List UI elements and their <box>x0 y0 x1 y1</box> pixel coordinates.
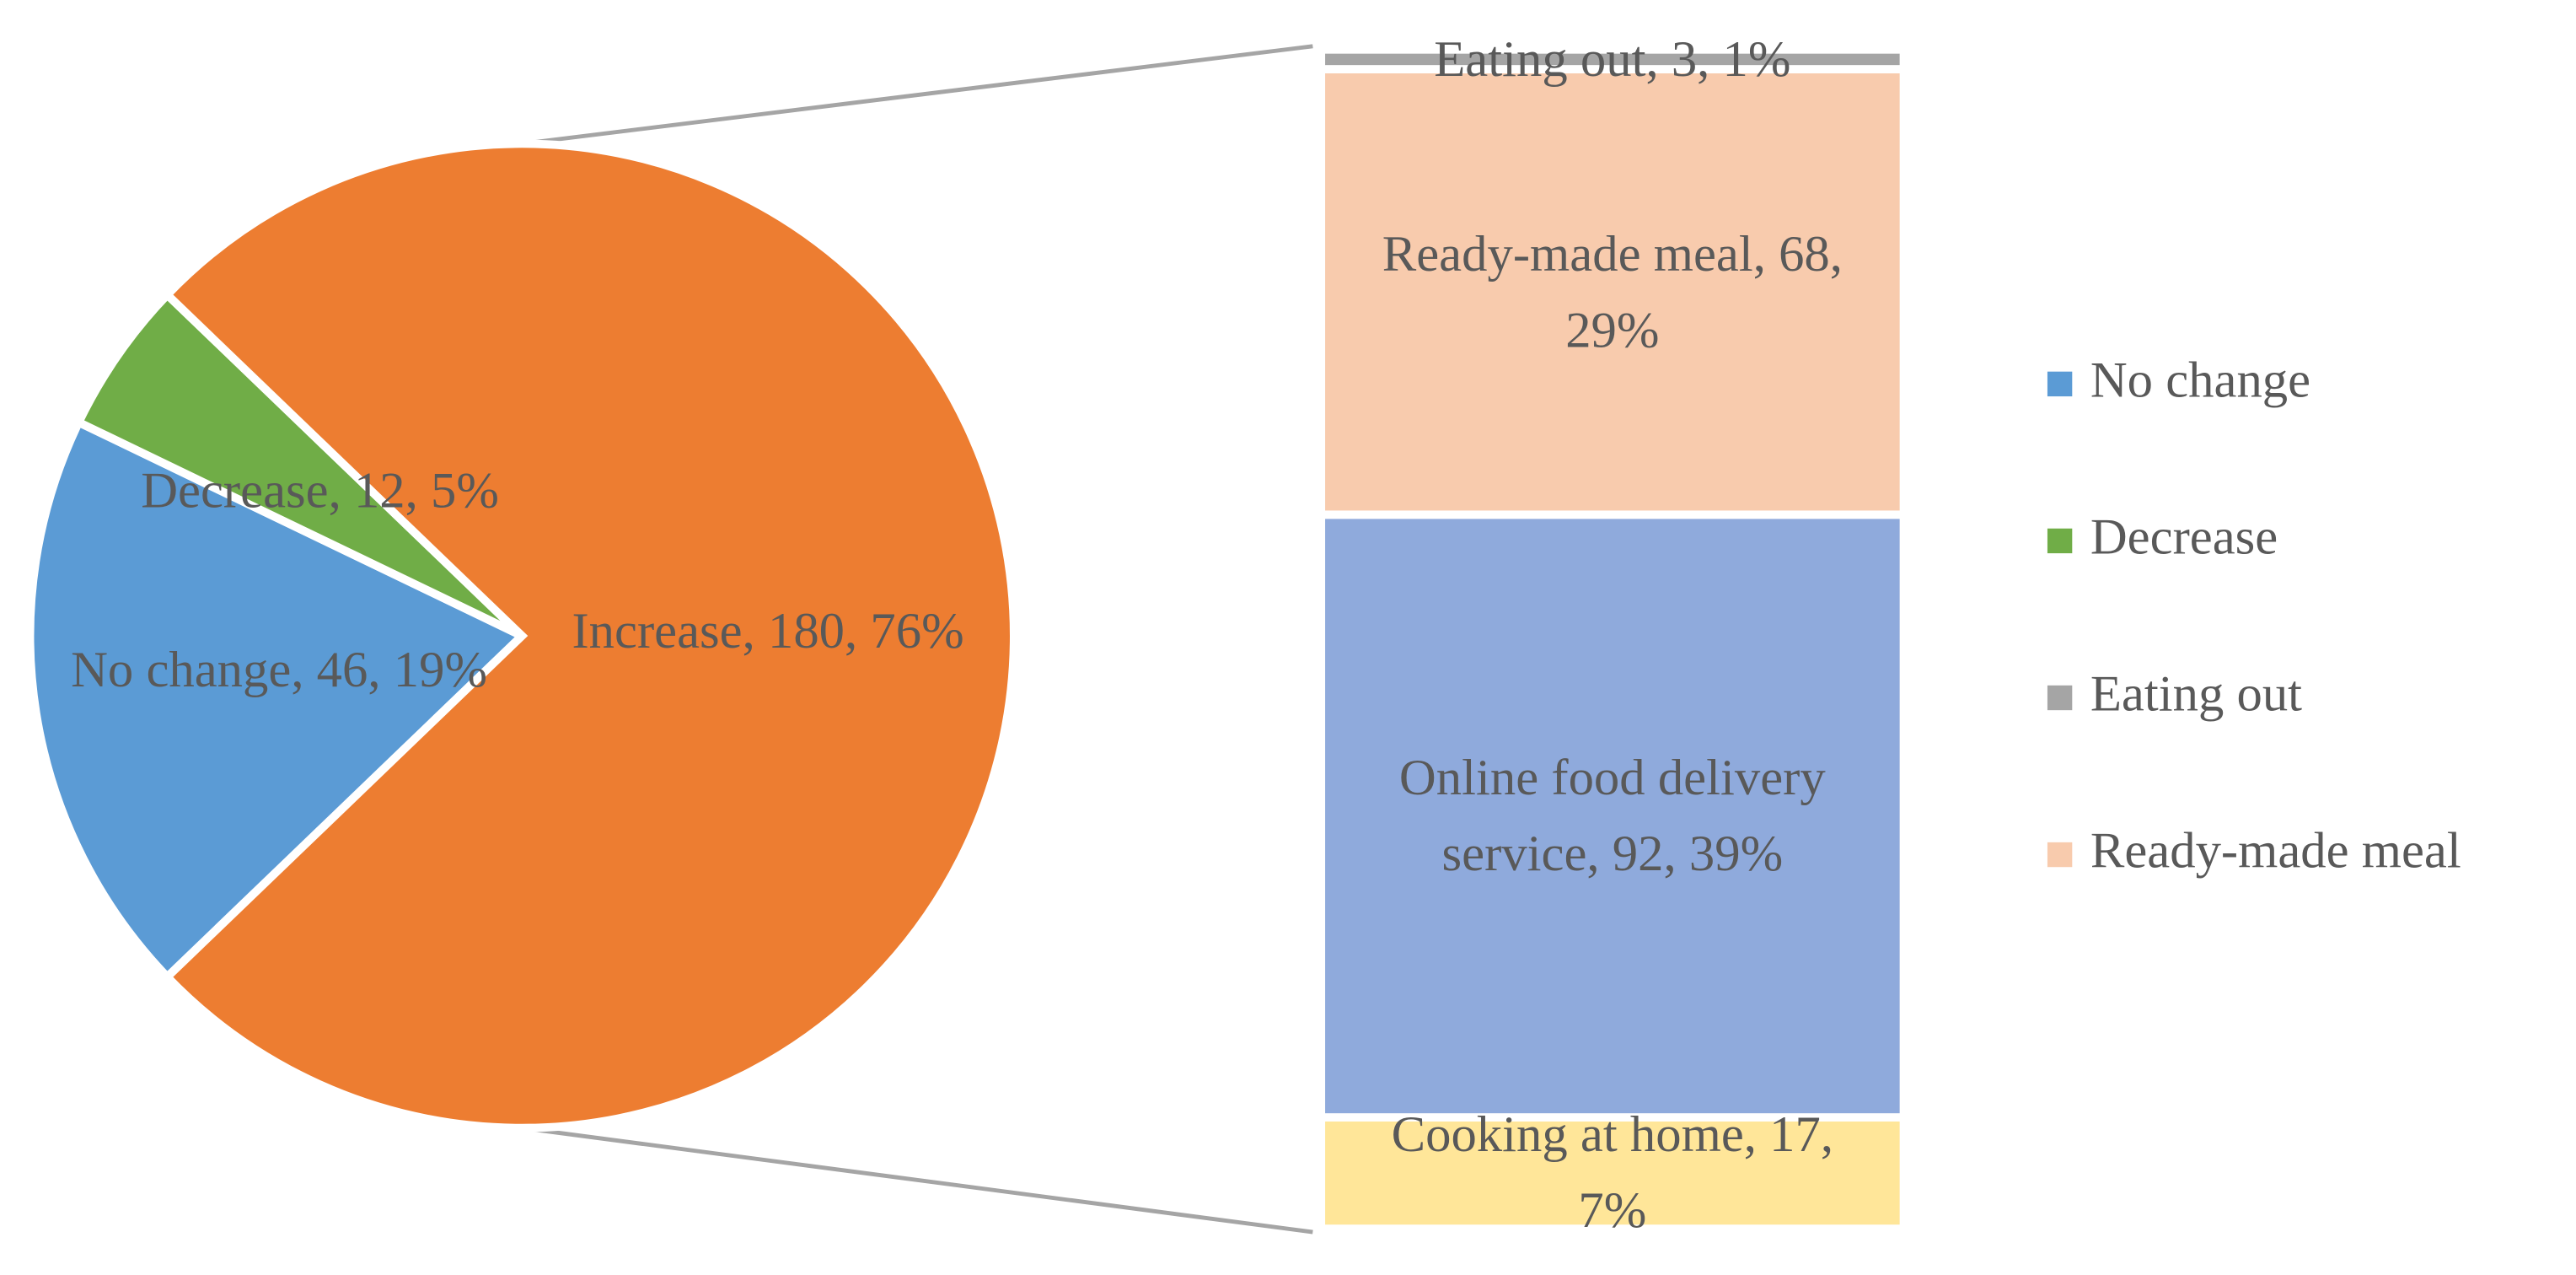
pie-slice <box>25 417 529 983</box>
data-label: Decrease, 12, 5% <box>141 462 499 519</box>
legend-swatch <box>2047 371 2073 397</box>
bar-segment <box>1317 65 1908 519</box>
bar-segment <box>1317 510 1908 1122</box>
bar-segment <box>1317 1113 1908 1234</box>
data-label: Increase, 180, 76% <box>572 603 963 659</box>
connector-line <box>521 1126 1313 1235</box>
data-label: Ready-made meal, 68, 29% <box>1382 223 1843 358</box>
legend-swatch <box>2047 528 2073 554</box>
bar-segment <box>1317 45 1908 73</box>
legend-swatch <box>2047 685 2073 711</box>
data-label-box: Online food delivery service, 92, 39% <box>1398 748 1826 883</box>
pie-slice <box>161 139 1018 1132</box>
pie-slice <box>72 288 525 640</box>
legend-label: No change <box>2090 352 2310 408</box>
legend-label: Decrease <box>2090 508 2278 565</box>
data-label: Cooking at home, 17, 7% <box>1391 1105 1834 1240</box>
data-label: Eating out, 3, 1% <box>1434 30 1791 88</box>
data-label-box: Cooking at home, 17, 7% <box>1392 1106 1833 1240</box>
data-label-box: Ready-made meal, 68, 29% <box>1382 223 1843 358</box>
legend-label: Ready-made meal <box>2090 822 2461 879</box>
connector-line <box>521 44 1313 146</box>
data-label-box: Eating out, 3, 1% <box>1434 30 1790 88</box>
legend-swatch <box>2047 842 2073 868</box>
legend-label: Eating out <box>2090 665 2302 722</box>
data-label: Online food delivery service, 92, 39% <box>1398 748 1826 883</box>
data-label: No change, 46, 19% <box>71 642 487 698</box>
